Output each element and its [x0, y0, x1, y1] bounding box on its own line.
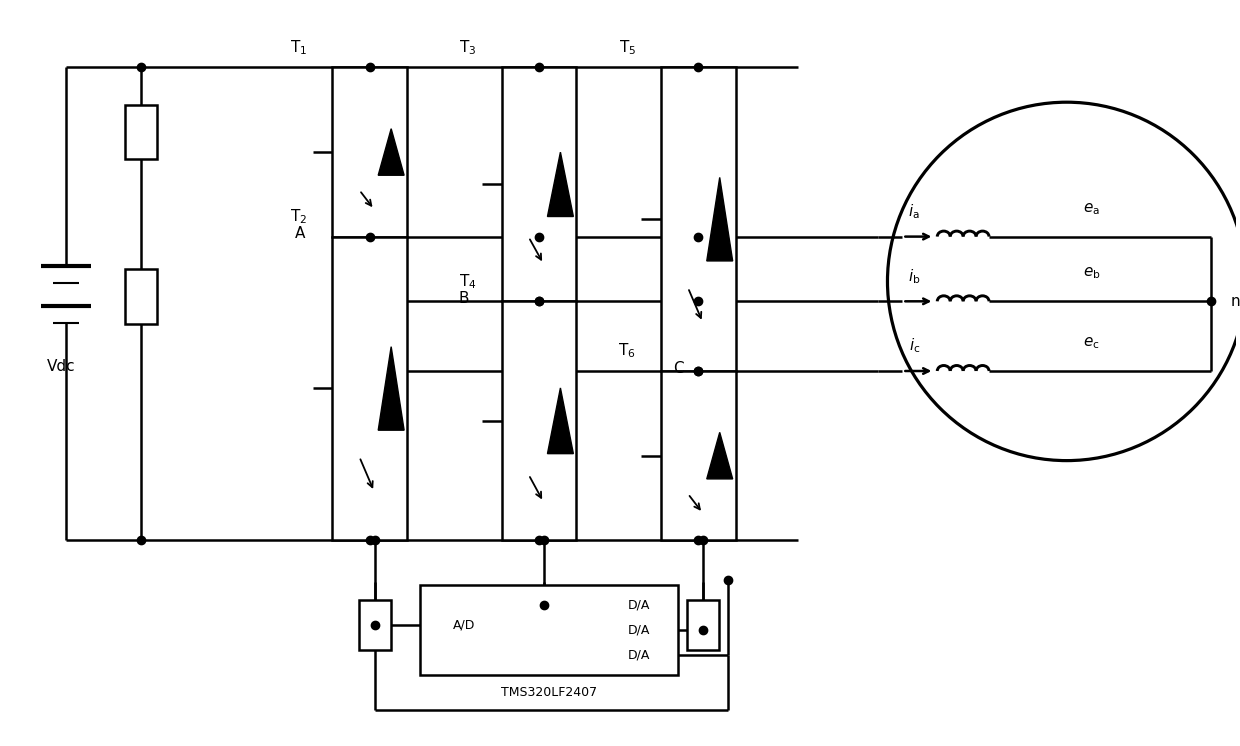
Text: $e_\mathrm{c}$: $e_\mathrm{c}$	[1084, 335, 1100, 351]
Bar	[502, 67, 577, 301]
Bar	[332, 67, 407, 236]
Text: D/A: D/A	[627, 598, 650, 612]
Text: A/D: A/D	[453, 618, 475, 631]
Text: T$_5$: T$_5$	[619, 38, 636, 57]
Text: T$_4$: T$_4$	[459, 272, 477, 291]
Text: $i_\mathrm{c}$: $i_\mathrm{c}$	[909, 336, 920, 355]
Bar	[332, 236, 407, 540]
Bar	[125, 104, 156, 160]
Text: T$_2$: T$_2$	[290, 207, 308, 226]
Text: $i_\mathrm{b}$: $i_\mathrm{b}$	[908, 267, 920, 286]
Text: TMS320LF2407: TMS320LF2407	[501, 686, 596, 699]
Bar	[502, 301, 577, 540]
Text: $e_\mathrm{b}$: $e_\mathrm{b}$	[1083, 266, 1100, 281]
Text: n: n	[1231, 294, 1240, 309]
Polygon shape	[548, 152, 573, 216]
Text: D/A: D/A	[627, 648, 650, 661]
Text: T$_1$: T$_1$	[290, 38, 308, 57]
Text: C: C	[673, 360, 683, 375]
Bar	[528, 600, 560, 650]
Polygon shape	[378, 129, 404, 175]
Text: D/A: D/A	[627, 624, 650, 636]
Polygon shape	[548, 388, 573, 454]
Polygon shape	[707, 178, 733, 261]
Bar	[661, 371, 735, 540]
Text: $e_\mathrm{a}$: $e_\mathrm{a}$	[1083, 201, 1100, 216]
Bar	[661, 67, 735, 371]
Text: B: B	[459, 291, 469, 306]
Bar	[125, 269, 156, 324]
Bar	[687, 600, 719, 650]
Text: A: A	[295, 226, 305, 241]
Polygon shape	[378, 347, 404, 430]
Text: T$_6$: T$_6$	[619, 342, 636, 360]
Text: $i_\mathrm{a}$: $i_\mathrm{a}$	[909, 202, 920, 221]
Bar	[419, 585, 678, 674]
Polygon shape	[707, 433, 733, 479]
Text: Vdc: Vdc	[47, 359, 76, 374]
Text: T$_3$: T$_3$	[460, 38, 477, 57]
Bar	[358, 600, 391, 650]
